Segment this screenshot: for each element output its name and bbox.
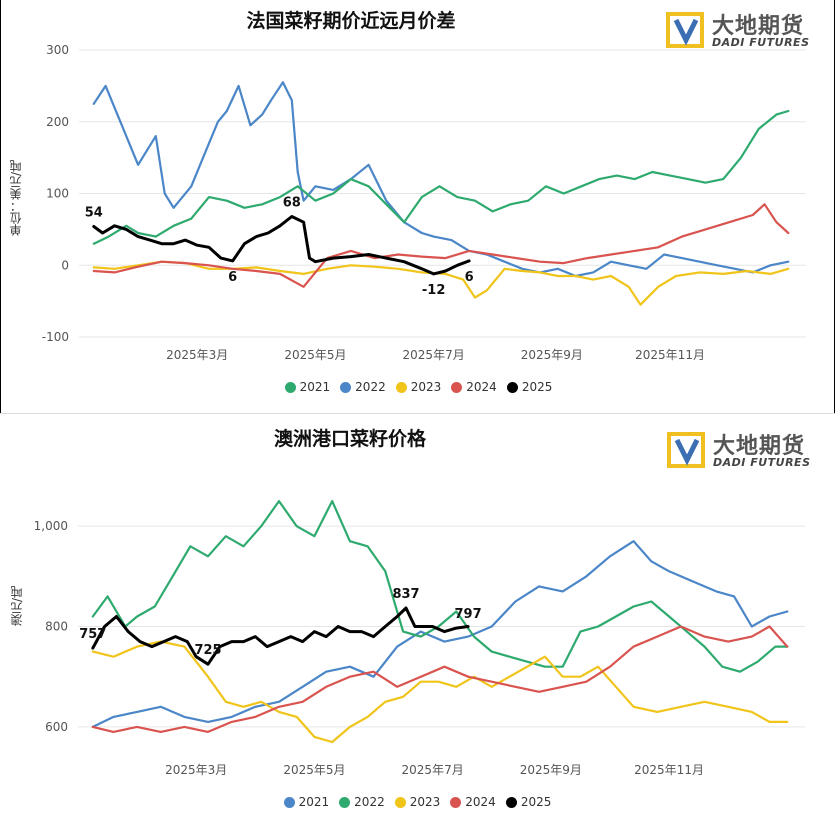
series-line-2025 [91, 606, 470, 666]
y-axis-label: 澳元/吨 [10, 586, 24, 627]
legend-label: 2024 [465, 795, 496, 809]
price-chart-svg: 1,000 800 600 2025年3月 2025年5月 2025年7月 2025年9月 2… [34, 499, 805, 777]
data-label: 757 [79, 627, 106, 642]
x-tick-label: 2025年11月 [635, 348, 705, 362]
legend-label: 2025 [520, 795, 552, 809]
x-tick-label: 2025年7月 [403, 348, 465, 362]
y-tick-label: 0 [61, 258, 69, 272]
legend-item-2023[interactable]: 2023 [395, 380, 442, 394]
legend-item-2025[interactable]: 2025 [506, 380, 553, 394]
series-line-2023 [91, 640, 789, 744]
y-tick-label: -100 [42, 330, 69, 344]
chart-panel-price: 1,000 800 600 2025年3月 2025年5月 2025年7月 2025年9月 2… [0, 413, 835, 828]
legend-item-2021[interactable]: 2021 [284, 380, 331, 394]
series-line-2025 [92, 215, 471, 276]
legend-item-2022[interactable]: 2022 [340, 380, 386, 394]
logo-en-text: DADI FUTURES [713, 456, 811, 469]
data-label: 6 [465, 270, 474, 285]
x-tick-label: 2025年5月 [283, 763, 345, 777]
legend-item-2024[interactable]: 2024 [451, 380, 497, 394]
legend-swatch [451, 381, 463, 393]
y-tick-label: 200 [46, 115, 69, 129]
legend-swatch [505, 796, 517, 808]
x-tick-label: 2025年7月 [402, 763, 464, 777]
dadi-logo-icon [667, 432, 705, 468]
data-label: 725 [194, 643, 221, 658]
chart-title: 法国菜籽期价近远月价差 [246, 10, 456, 32]
x-tick-label: 2025年11月 [634, 763, 704, 777]
x-tick-label: 2025年3月 [165, 763, 227, 777]
legend-swatch [394, 796, 406, 808]
data-label: 68 [283, 195, 301, 210]
legend-item-2022[interactable]: 2022 [339, 795, 385, 809]
logo-en-text: DADI FUTURES [712, 36, 810, 49]
legend-item-2024[interactable]: 2024 [450, 795, 496, 809]
legend-swatch [506, 381, 518, 393]
logo-cn-text: 大地期货 [712, 14, 805, 39]
spread-chart-svg: 300 200 100 0 -100 2025年3月 2025年5月 2025年7月 2025年… [42, 43, 806, 362]
legend-label: 2022 [354, 795, 385, 809]
dadi-logo: 大地期货 DADI FUTURES [666, 8, 828, 52]
y-tick-label: 1,000 [34, 519, 68, 533]
legend-label: 2023 [409, 795, 441, 809]
data-label: 797 [455, 607, 482, 622]
legend-item-2023[interactable]: 2023 [394, 795, 441, 809]
legend-swatch [284, 381, 296, 393]
y-tick-label: 300 [46, 43, 69, 57]
y-tick-label: 800 [45, 620, 68, 634]
legend-label: 2021 [298, 795, 330, 809]
series-line-2024 [92, 203, 790, 288]
dadi-logo-icon [666, 12, 704, 48]
legend-label: 2025 [521, 380, 553, 394]
data-label: -12 [422, 283, 446, 298]
legend: 2021 2022 2023 2024 2025 [0, 795, 835, 811]
y-tick-label: 100 [46, 187, 69, 201]
data-label: 837 [392, 587, 419, 602]
legend-item-2025[interactable]: 2025 [505, 795, 552, 809]
x-tick-label: 2025年9月 [521, 348, 583, 362]
legend: 2021 2022 2023 2024 2025 [1, 380, 835, 396]
series-line-2023 [92, 260, 790, 306]
chart-panel-spread: 300 200 100 0 -100 2025年3月 2025年5月 2025年7月 2025年… [0, 0, 835, 413]
series-line-2022 [91, 499, 789, 673]
dadi-logo: 大地期货 DADI FUTURES [667, 428, 829, 472]
series-line-2021 [91, 540, 789, 728]
legend-label: 2022 [355, 380, 386, 394]
series-line-2024 [91, 625, 789, 733]
logo-cn-text: 大地期货 [713, 434, 806, 459]
x-tick-label: 2025年9月 [520, 763, 582, 777]
legend-label: 2023 [410, 380, 442, 394]
x-tick-label: 2025年5月 [284, 348, 346, 362]
legend-swatch [339, 796, 351, 808]
series-line-2022 [92, 81, 790, 278]
legend-label: 2021 [299, 380, 331, 394]
legend-swatch [450, 796, 462, 808]
legend-swatch [283, 796, 295, 808]
legend-label: 2024 [466, 380, 497, 394]
data-label: 6 [228, 270, 237, 285]
y-axis-label: 单位：美元/吨 [9, 160, 23, 237]
series-line-2021 [92, 109, 790, 245]
y-tick-label: 600 [45, 720, 68, 734]
legend-swatch [340, 381, 352, 393]
data-label: 54 [85, 206, 103, 221]
legend-item-2021[interactable]: 2021 [283, 795, 330, 809]
legend-swatch [395, 381, 407, 393]
x-tick-label: 2025年3月 [166, 348, 228, 362]
chart-title: 澳洲港口菜籽价格 [273, 428, 426, 450]
